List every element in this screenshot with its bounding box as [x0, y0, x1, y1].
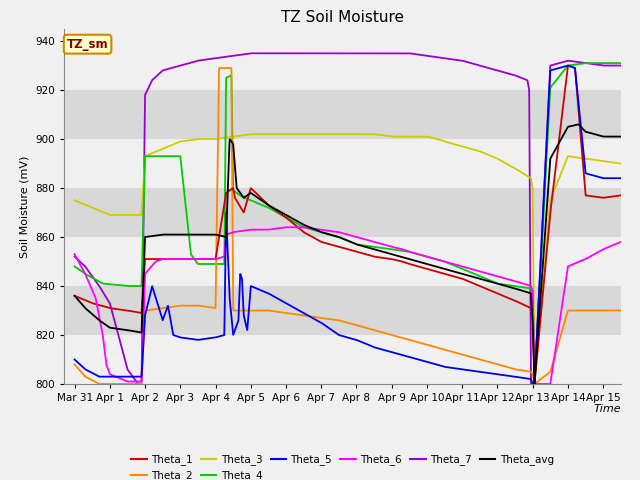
- Bar: [64, 90, 621, 139]
- Bar: [64, 188, 621, 237]
- Bar: [64, 237, 621, 286]
- Legend: Theta_1, Theta_2, Theta_3, Theta_4, Theta_5, Theta_6, Theta_7, Theta_avg: Theta_1, Theta_2, Theta_3, Theta_4, Thet…: [127, 450, 558, 480]
- Text: TZ_sm: TZ_sm: [67, 37, 108, 51]
- Bar: [64, 286, 621, 335]
- Bar: [64, 41, 621, 90]
- Text: Time: Time: [593, 404, 621, 414]
- Y-axis label: Soil Moisture (mV): Soil Moisture (mV): [20, 155, 29, 258]
- Title: TZ Soil Moisture: TZ Soil Moisture: [281, 10, 404, 25]
- Bar: [64, 139, 621, 188]
- Bar: [64, 335, 621, 384]
